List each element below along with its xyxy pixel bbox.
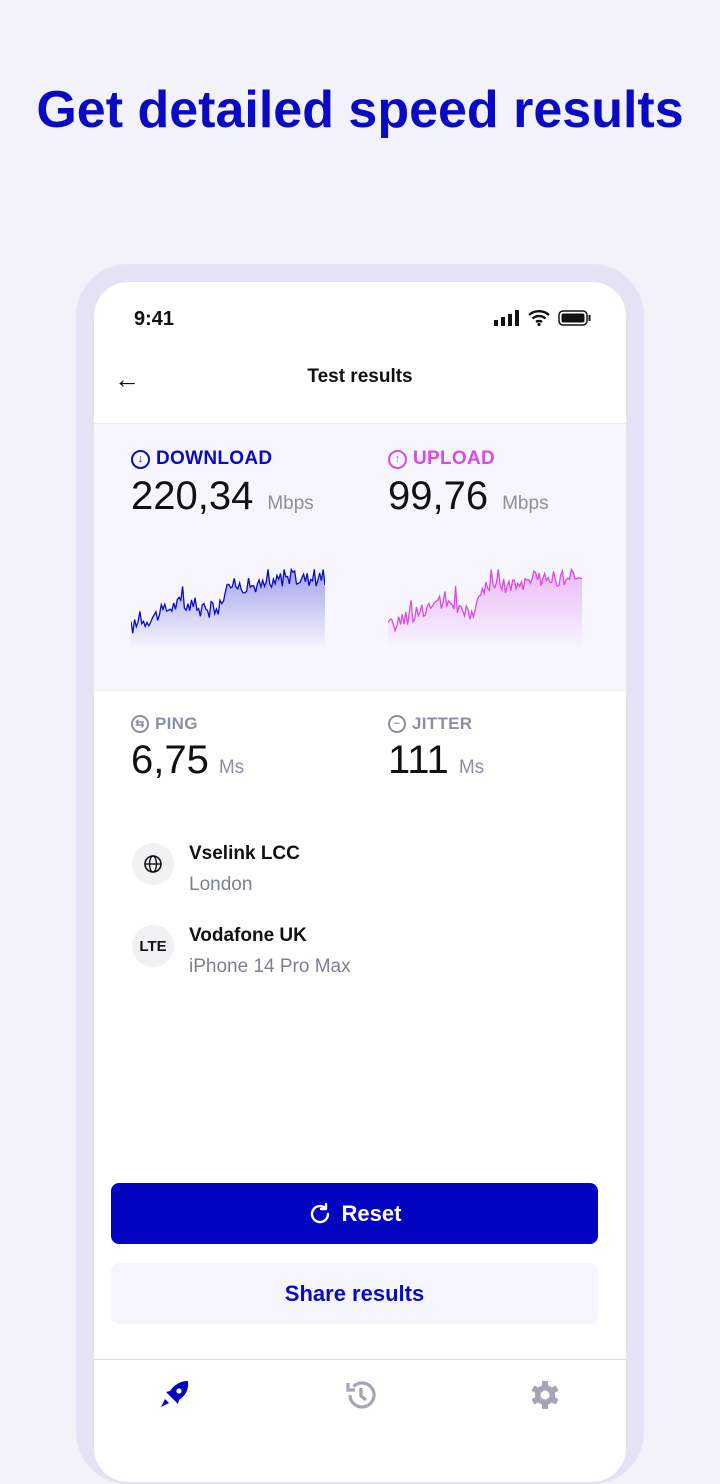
page-title: Test results: [307, 366, 413, 387]
wave-icon: ~: [388, 715, 406, 733]
upload-arrow-icon: ↑: [388, 449, 407, 469]
share-label: Share results: [284, 1280, 425, 1306]
ping-value-row: 6,75 Ms: [131, 738, 244, 783]
status-time: 9:41: [134, 308, 175, 330]
signal-icon: [494, 310, 519, 326]
upload-sparkline: [388, 567, 582, 650]
server-info: Vselink LCC London: [132, 843, 300, 896]
network-device: iPhone 14 Pro Max: [189, 956, 351, 977]
share-results-button[interactable]: Share results: [111, 1263, 598, 1324]
sparkline-area: [388, 569, 582, 650]
jitter-value: 111: [388, 738, 449, 782]
headline: Get detailed speed results: [36, 81, 684, 139]
server-name: Vselink LCC: [189, 843, 300, 864]
ping-unit: Ms: [218, 757, 245, 778]
sparkline-area: [131, 569, 325, 650]
gear-icon: [531, 1381, 559, 1409]
back-button[interactable]: ←: [114, 364, 140, 395]
upload-section: ↑ UPLOAD 99,76 Mbps: [388, 448, 549, 519]
wifi-icon: [528, 310, 550, 326]
upload-label-row: ↑ UPLOAD: [388, 448, 549, 470]
jitter-value-row: 111 Ms: [388, 738, 484, 783]
download-arrow-icon: ↓: [131, 449, 150, 469]
ping-arrows-icon: ⇆: [131, 715, 149, 733]
upload-unit: Mbps: [502, 493, 549, 514]
ping-value: 6,75: [131, 738, 209, 782]
ping-label-row: ⇆ PING: [131, 714, 244, 734]
jitter-unit: Ms: [458, 757, 485, 778]
refresh-icon: [310, 1202, 329, 1223]
upload-label: UPLOAD: [413, 448, 496, 469]
sparkline-line: [131, 567, 325, 634]
download-value-row: 220,34 Mbps: [131, 474, 314, 519]
tab-history[interactable]: [344, 1378, 378, 1417]
tab-speedtest[interactable]: [158, 1378, 192, 1417]
ping-label: PING: [155, 714, 198, 733]
lte-icon: LTE: [132, 925, 174, 967]
bottom-tab-bar: [94, 1359, 626, 1482]
download-value: 220,34: [131, 474, 254, 518]
jitter-label: JITTER: [412, 714, 473, 733]
upload-value-row: 99,76 Mbps: [388, 474, 549, 519]
download-sparkline: [131, 567, 325, 650]
jitter-section: ~ JITTER 111 Ms: [388, 714, 484, 783]
battery-icon: [558, 310, 591, 326]
speed-results-panel: ↓ DOWNLOAD 220,34 Mbps ↑ UPLOAD 99,76 Mbps: [94, 423, 626, 691]
jitter-label-row: ~ JITTER: [388, 714, 484, 734]
download-unit: Mbps: [267, 493, 314, 514]
globe-icon: [132, 843, 174, 885]
reset-button[interactable]: Reset: [111, 1183, 598, 1244]
rocket-icon: [161, 1381, 189, 1407]
reset-label: Reset: [341, 1200, 402, 1226]
download-label-row: ↓ DOWNLOAD: [131, 448, 314, 470]
sparkline-line: [388, 567, 582, 633]
tab-settings[interactable]: [528, 1378, 562, 1417]
arrow-left-icon: ←: [114, 364, 140, 394]
download-label: DOWNLOAD: [156, 448, 273, 469]
server-location: London: [189, 874, 253, 895]
phone-screen: 9:41 ← Test results ↓ DOWNLOAD 220,34 Mbps…: [94, 282, 626, 1482]
download-section: ↓ DOWNLOAD 220,34 Mbps: [131, 448, 314, 519]
status-icons: [494, 310, 592, 326]
network-info: LTE Vodafone UK iPhone 14 Pro Max: [132, 925, 351, 978]
upload-value: 99,76: [388, 474, 489, 518]
network-name: Vodafone UK: [189, 925, 307, 946]
ping-section: ⇆ PING 6,75 Ms: [131, 714, 244, 783]
history-icon: [346, 1381, 376, 1409]
